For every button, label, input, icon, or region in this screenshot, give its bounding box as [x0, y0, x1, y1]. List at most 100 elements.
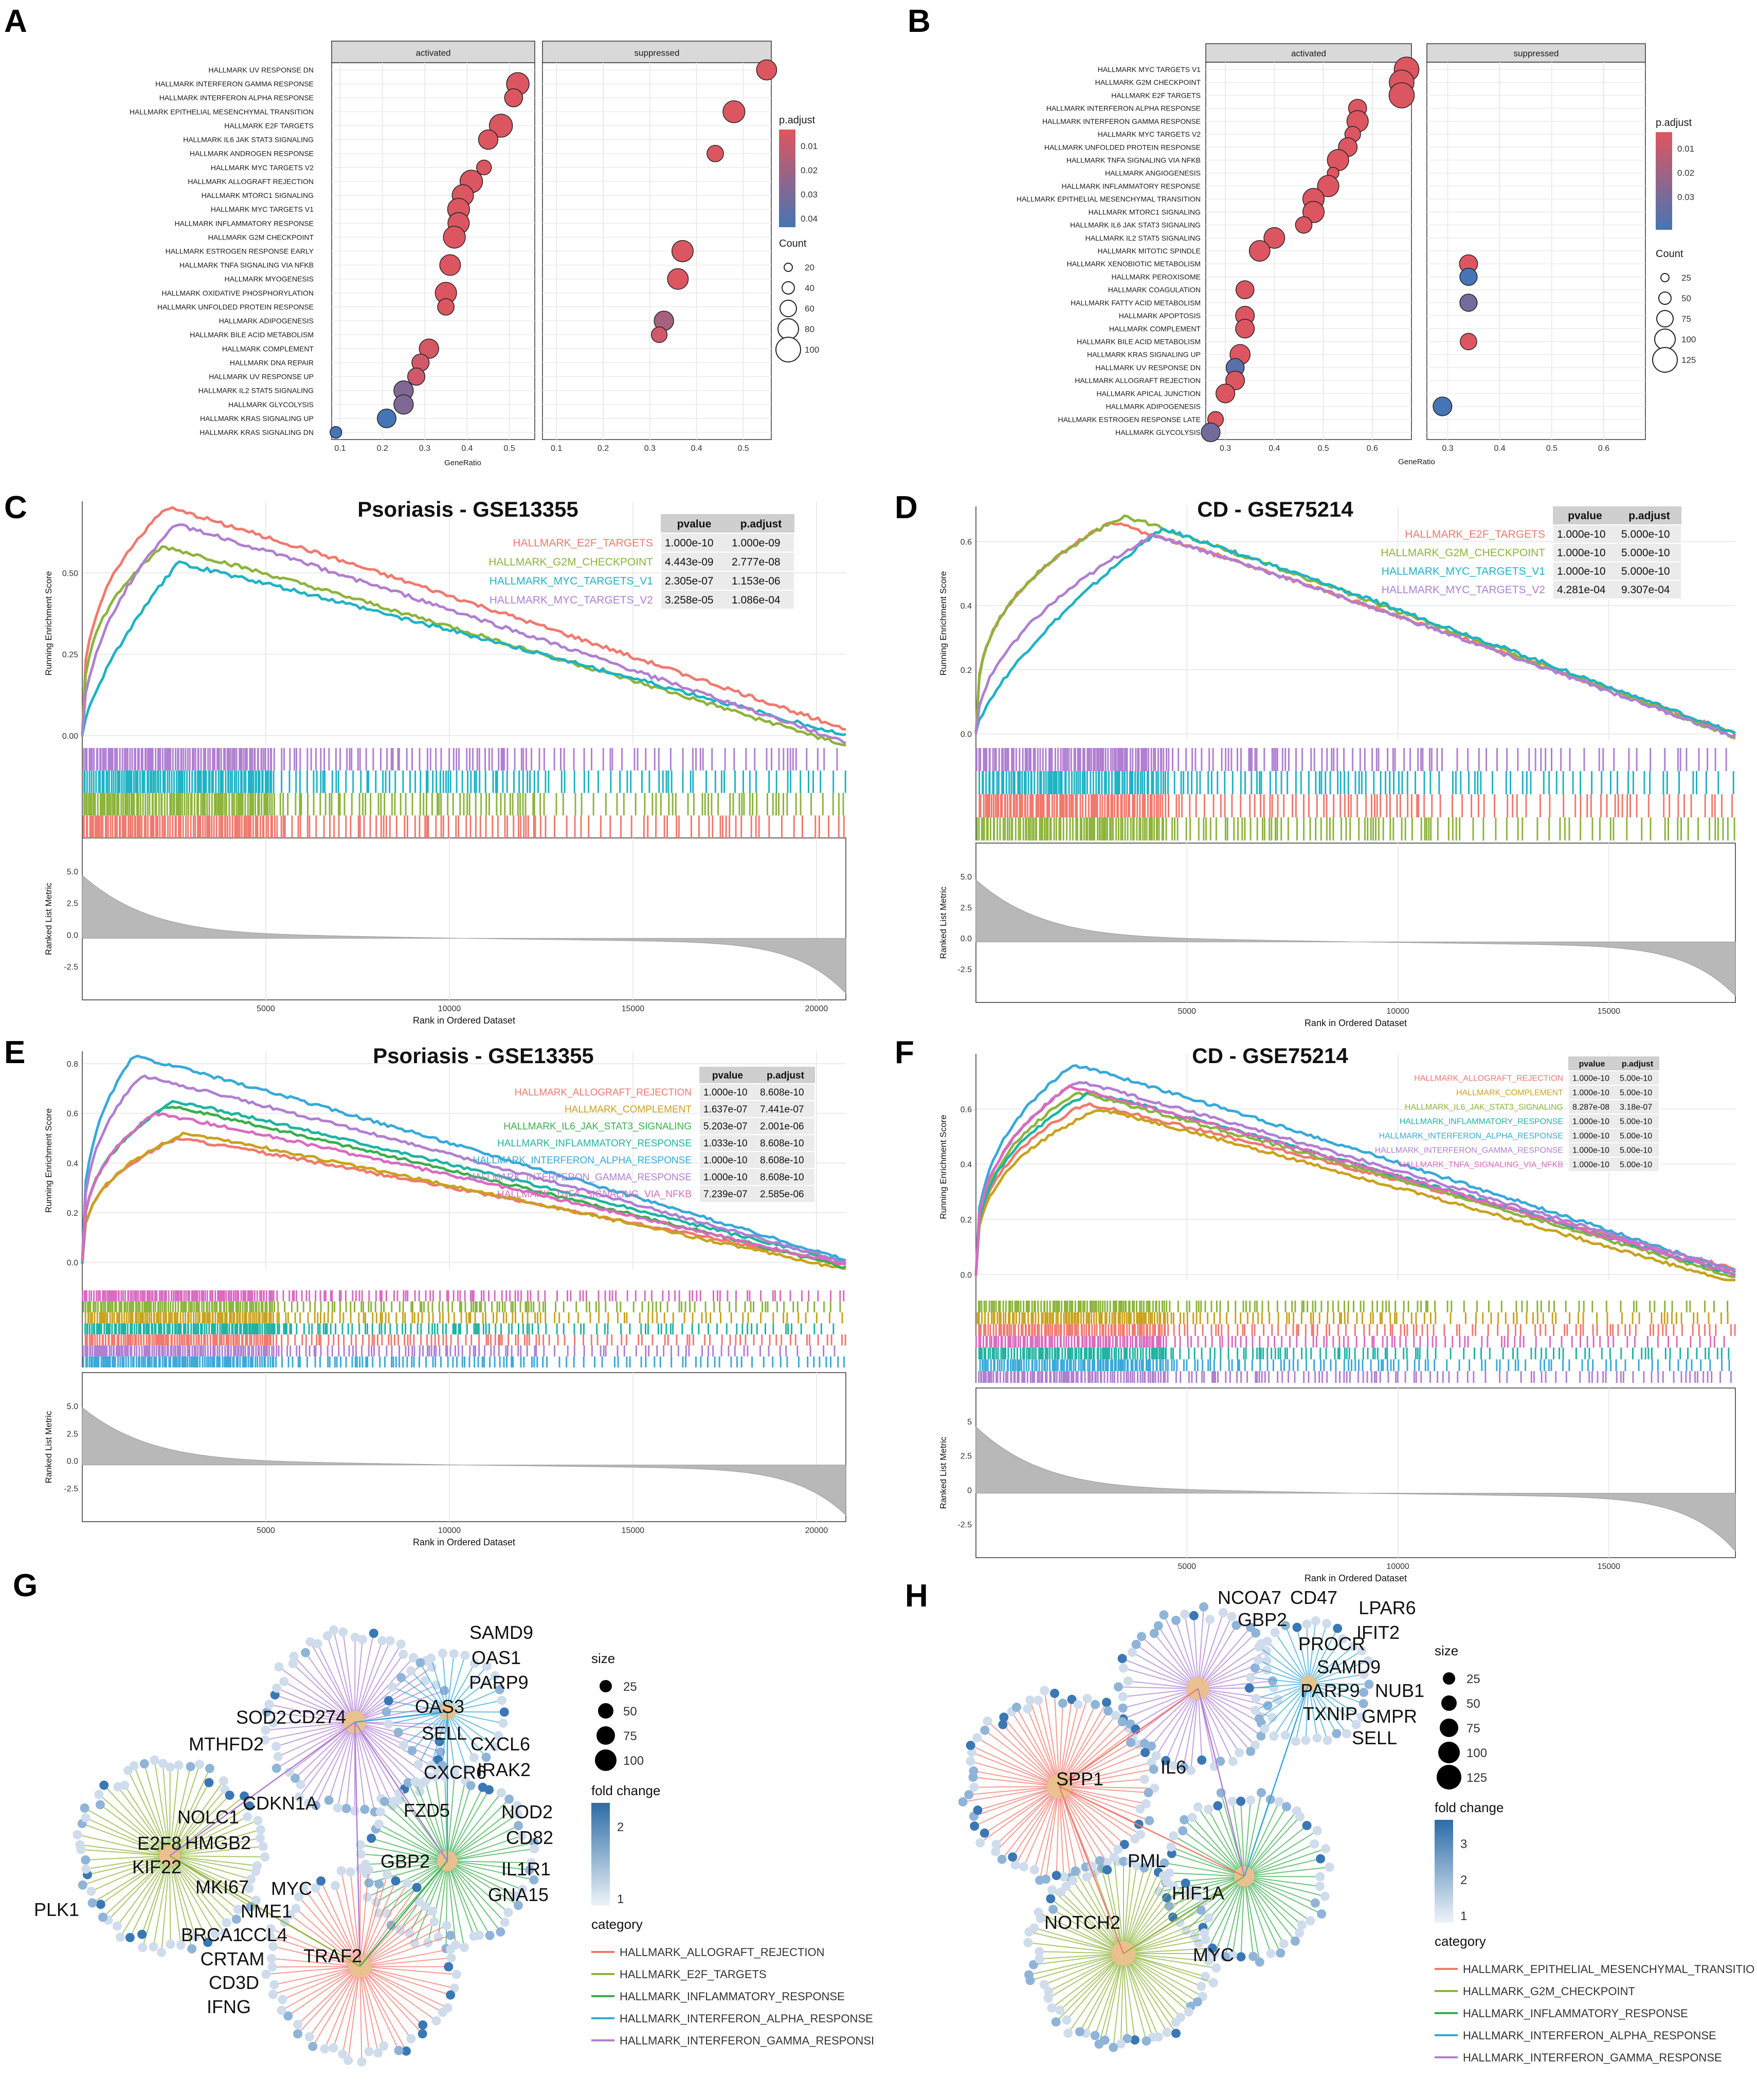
gene-node: [980, 1828, 989, 1838]
x-tick-label: 0.4: [1269, 444, 1280, 453]
network-edge: [305, 1652, 355, 1723]
gene-node: [1039, 1980, 1049, 1989]
network-edge: [324, 1966, 360, 2050]
series-legend-label: HALLMARK_IL6_JAK_STAT3_SIGNALING: [503, 1121, 692, 1132]
gene-node: [514, 1901, 523, 1910]
network-edge: [315, 1722, 355, 1806]
gene-node: [409, 1653, 419, 1663]
gene-node: [1162, 1893, 1171, 1903]
network-edge: [1266, 1641, 1309, 1684]
gene-label: LPAR6: [1358, 1597, 1416, 1618]
network-edge: [1123, 1865, 1137, 1954]
series-legend-label: HALLMARK_G2M_CHECKPOINT: [488, 556, 653, 568]
network-edge: [1173, 1835, 1245, 1877]
gene-node: [1134, 1819, 1144, 1829]
dot-point: [439, 254, 461, 276]
network-edge: [1113, 1857, 1124, 1954]
table-pvalue: 1.637e-07: [703, 1104, 748, 1115]
network-edge: [1056, 1786, 1060, 1876]
plot-title: CD - GSE75214: [1197, 497, 1353, 521]
network-edge: [1123, 1953, 1203, 1997]
network-edge: [1059, 1786, 1141, 1835]
x-tick-label: 15000: [1598, 1007, 1621, 1016]
gene-node: [1024, 1970, 1034, 1980]
dot-point: [1263, 227, 1285, 249]
gene-node: [322, 1631, 332, 1641]
gene-node: [410, 1938, 420, 1948]
network-edge: [1059, 1715, 1116, 1787]
network-edge: [1308, 1683, 1337, 1734]
facet-strip: [542, 41, 772, 63]
table-padj: 8.608e-10: [760, 1087, 804, 1098]
gene-node: [1276, 1948, 1285, 1958]
network-edge: [169, 1768, 210, 1856]
facet-strip-label: activated: [415, 48, 450, 58]
gene-label: MYC: [271, 1878, 312, 1899]
gene-node: [1201, 1934, 1210, 1944]
gene-rug-row: [978, 1324, 1736, 1336]
gene-node: [1228, 1950, 1238, 1960]
gene-node: [1248, 1951, 1258, 1961]
table-padj: 5.00e-10: [1620, 1161, 1652, 1170]
gene-node: [115, 1932, 125, 1942]
legend-tick: 0.02: [1677, 168, 1694, 178]
network-edge: [1308, 1683, 1362, 1718]
y-axis-title: Ranked List Metric: [938, 1436, 948, 1509]
legend-tick: 20: [805, 263, 814, 272]
table-pvalue: 1.000e-10: [1572, 1074, 1609, 1083]
network-edge: [1308, 1638, 1344, 1684]
cross-edge: [169, 1855, 360, 1967]
gene-node: [1189, 1611, 1199, 1620]
network-edge: [359, 1880, 396, 1967]
gene-node: [1008, 1852, 1018, 1862]
network-edge: [359, 1966, 423, 2025]
gene-node: [514, 1821, 523, 1831]
network-edge: [447, 1653, 455, 1712]
gene-node: [357, 1635, 367, 1645]
network-edge: [1027, 1708, 1060, 1787]
gene-node: [426, 1653, 436, 1663]
table-pvalue: 1.000e-10: [703, 1087, 748, 1098]
y-tick-label: 0.0: [67, 1457, 78, 1466]
gene-node: [299, 1883, 309, 1893]
network-edge: [283, 1681, 355, 1723]
gene-node: [1130, 1834, 1140, 1843]
network-edge: [359, 1966, 423, 2034]
gene-node: [1044, 1986, 1054, 1996]
network-edge: [425, 1781, 448, 1861]
gene-node: [1256, 1788, 1266, 1798]
network-edge: [1166, 1876, 1245, 1883]
series-legend-label: HALLMARK_MYC_TARGETS_V1: [1382, 565, 1545, 577]
gene-node: [261, 1725, 270, 1735]
facet-strip: [1205, 43, 1412, 63]
gene-node: [512, 1801, 522, 1811]
gene-node: [1291, 1737, 1300, 1746]
gene-node: [407, 1746, 417, 1756]
network-edge: [272, 1966, 360, 1968]
gene-label: NCOA7: [1218, 1587, 1281, 1608]
network-edge: [1244, 1830, 1318, 1877]
gene-label: SELL: [1352, 1727, 1397, 1748]
term-label: HALLMARK PEROXISOME: [1112, 272, 1201, 281]
gene-node: [446, 1990, 456, 2000]
network-edge: [354, 1640, 383, 1723]
legend-category-label: HALLMARK_INFLAMMATORY_RESPONSE: [620, 1990, 845, 2003]
network-edge: [317, 1644, 355, 1723]
network-edge: [303, 1887, 360, 1967]
legend-size-circle: [600, 1680, 612, 1692]
network-edge: [1244, 1876, 1320, 1887]
y-tick-label: -2.5: [64, 1485, 78, 1493]
dot-point: [1388, 82, 1415, 108]
gene-label: PROCR: [1298, 1633, 1365, 1654]
gene-node: [1208, 1978, 1218, 1987]
series-legend-label: HALLMARK_INTERFERON_ALPHA_RESPONSE: [1379, 1132, 1563, 1141]
network-edge: [1028, 1953, 1124, 1976]
gene-label: PARP9: [1300, 1680, 1360, 1701]
network-edge: [1123, 1917, 1209, 1954]
legend-tick: 125: [1466, 1771, 1487, 1785]
network-edge: [447, 1663, 475, 1712]
network-edge: [447, 1860, 480, 1935]
dot-point: [1460, 333, 1477, 351]
network-edge: [354, 1657, 414, 1723]
